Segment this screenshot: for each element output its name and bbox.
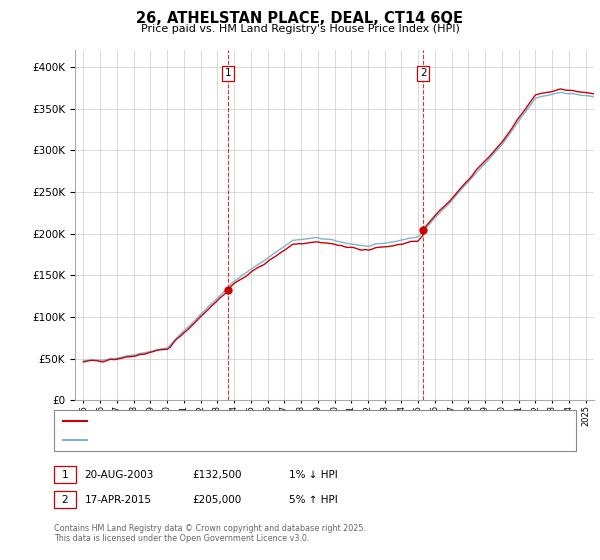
Text: 26, ATHELSTAN PLACE, DEAL, CT14 6QE (semi-detached house): 26, ATHELSTAN PLACE, DEAL, CT14 6QE (sem… [91, 417, 403, 426]
Text: 20-AUG-2003: 20-AUG-2003 [85, 470, 154, 480]
Text: £205,000: £205,000 [193, 494, 242, 505]
Text: 1: 1 [61, 470, 68, 480]
Text: 2: 2 [61, 494, 68, 505]
Text: Contains HM Land Registry data © Crown copyright and database right 2025.
This d: Contains HM Land Registry data © Crown c… [54, 524, 366, 543]
Text: 5% ↑ HPI: 5% ↑ HPI [289, 494, 337, 505]
Text: HPI: Average price, semi-detached house, Dover: HPI: Average price, semi-detached house,… [91, 435, 328, 445]
Text: £132,500: £132,500 [193, 470, 242, 480]
Text: 26, ATHELSTAN PLACE, DEAL, CT14 6QE: 26, ATHELSTAN PLACE, DEAL, CT14 6QE [137, 11, 464, 26]
Text: 2: 2 [420, 68, 427, 78]
Text: 1: 1 [225, 68, 232, 78]
Text: 1% ↓ HPI: 1% ↓ HPI [289, 470, 337, 480]
Text: 17-APR-2015: 17-APR-2015 [85, 494, 152, 505]
Text: Price paid vs. HM Land Registry's House Price Index (HPI): Price paid vs. HM Land Registry's House … [140, 24, 460, 34]
